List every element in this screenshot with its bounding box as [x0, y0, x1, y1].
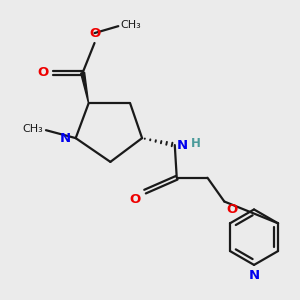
Text: O: O [89, 27, 100, 40]
Text: N: N [60, 132, 71, 145]
Text: N: N [248, 269, 260, 282]
Text: CH₃: CH₃ [120, 20, 141, 30]
Text: N: N [177, 139, 188, 152]
Text: O: O [226, 202, 238, 215]
Polygon shape [81, 72, 88, 104]
Text: O: O [38, 66, 49, 79]
Text: O: O [130, 193, 141, 206]
Text: CH₃: CH₃ [22, 124, 43, 134]
Text: H: H [190, 136, 200, 150]
